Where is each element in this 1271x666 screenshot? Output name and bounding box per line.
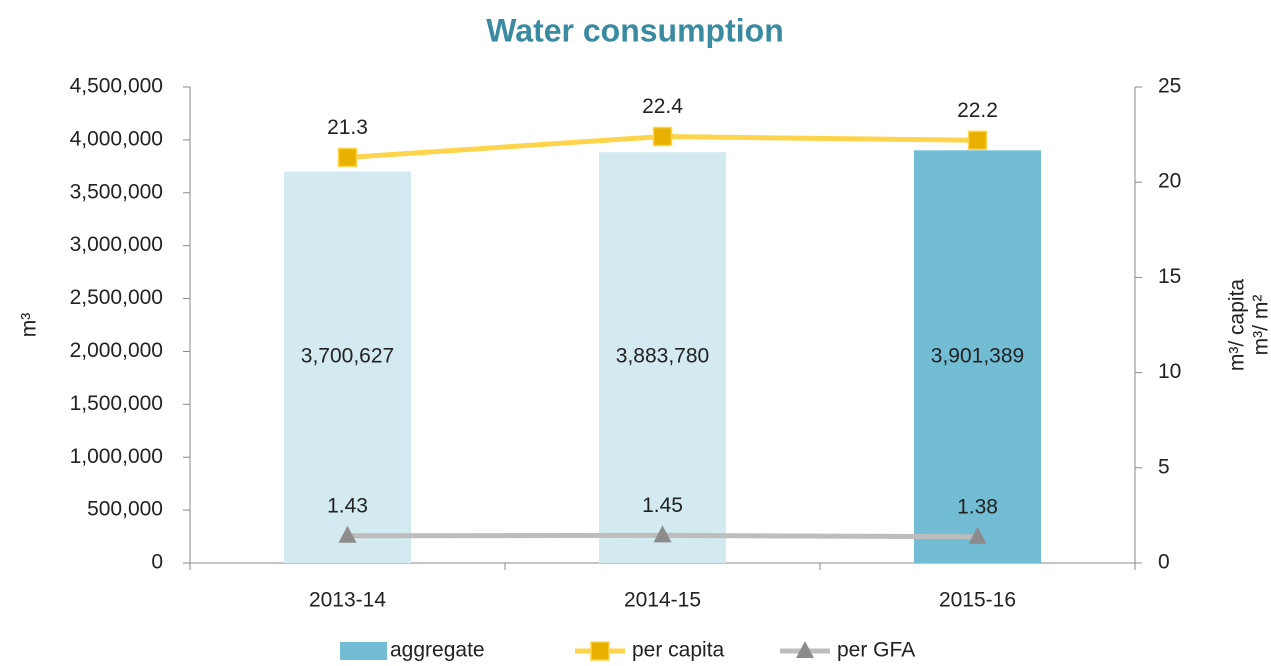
- data-label: 1.43: [327, 494, 368, 517]
- y-tick-label: 0: [151, 551, 163, 574]
- x-tick-label: 2013-14: [309, 589, 386, 612]
- legend-marker: [796, 641, 814, 658]
- y-tick-label: 2,000,000: [70, 339, 163, 362]
- marker: [968, 526, 987, 544]
- y2-tick-label: 20: [1158, 170, 1181, 193]
- marker: [338, 525, 357, 543]
- y-tick-label: 2,500,000: [70, 286, 163, 309]
- y-tick-label: 3,500,000: [70, 180, 163, 203]
- bar: [599, 152, 726, 564]
- bar: [284, 171, 411, 563]
- y2-tick-label: 0: [1158, 551, 1170, 574]
- y2-tick-label: 5: [1158, 455, 1170, 478]
- y2-tick-label: 25: [1158, 75, 1181, 98]
- data-label: 1.38: [957, 495, 998, 518]
- y-tick-label: 500,000: [87, 498, 163, 521]
- x-tick-label: 2014-15: [624, 589, 701, 612]
- y2-tick-label: 15: [1158, 265, 1181, 288]
- bar: [914, 150, 1041, 563]
- chart-title: Water consumption: [486, 12, 783, 48]
- data-label: 1.45: [642, 494, 683, 517]
- legend-swatch: [340, 642, 387, 660]
- y-tick-label: 4,000,000: [70, 127, 163, 150]
- data-label: 22.2: [957, 99, 998, 122]
- bar-value-label: 3,700,627: [301, 345, 394, 368]
- bar-value-label: 3,883,780: [616, 345, 709, 368]
- y-axis-label: m³: [18, 313, 41, 338]
- legend-label: per capita: [632, 639, 725, 662]
- marker: [967, 130, 988, 151]
- bar-value-label: 3,901,389: [931, 345, 1024, 368]
- legend-label: per GFA: [837, 639, 915, 662]
- y2-axis-label: m³/ m²: [1250, 295, 1271, 356]
- x-tick-label: 2015-16: [939, 589, 1016, 612]
- legend-marker: [590, 641, 610, 661]
- data-label: 21.3: [327, 116, 368, 139]
- data-label: 22.4: [642, 95, 683, 118]
- y-tick-label: 4,500,000: [70, 75, 163, 98]
- y2-tick-label: 10: [1158, 360, 1181, 383]
- legend-label: aggregate: [390, 639, 485, 662]
- y2-axis-label: m³/ capita: [1226, 279, 1249, 372]
- y-tick-label: 1,500,000: [70, 392, 163, 415]
- y-tick-label: 3,000,000: [70, 233, 163, 256]
- marker: [652, 126, 673, 147]
- y-tick-label: 1,000,000: [70, 445, 163, 468]
- marker: [653, 525, 672, 543]
- marker: [337, 147, 358, 168]
